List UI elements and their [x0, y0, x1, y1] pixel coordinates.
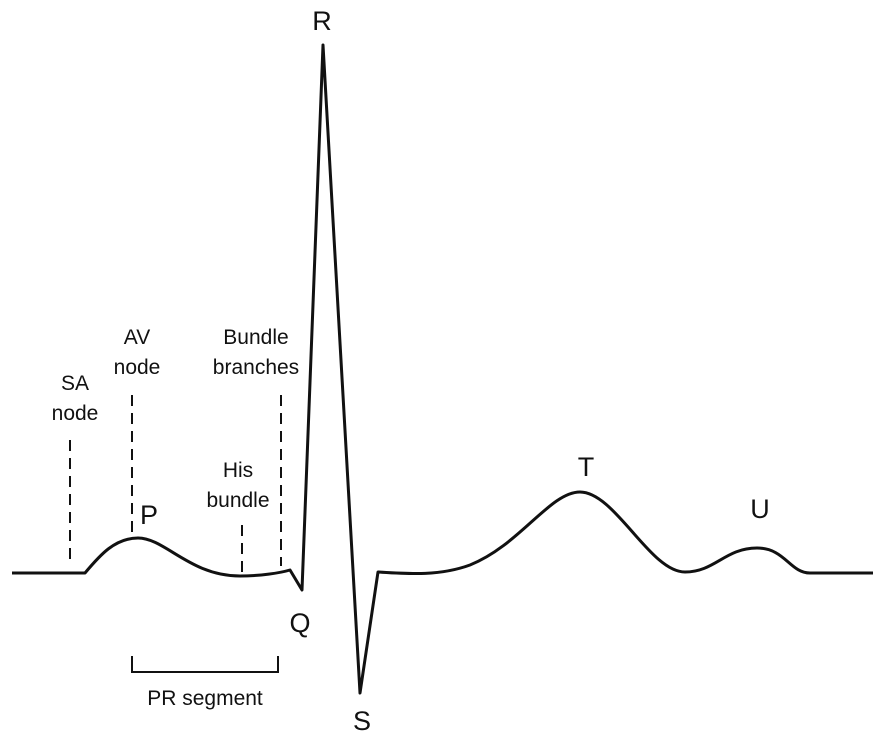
wave-label: U: [750, 494, 770, 524]
wave-label: S: [353, 706, 371, 736]
pr-bracket: [131, 656, 279, 673]
label: His: [223, 459, 253, 482]
label: node: [114, 356, 161, 379]
wave-label: T: [578, 452, 595, 482]
label: AV: [124, 326, 150, 349]
ecg-waveform: [12, 43, 873, 695]
label: SA: [61, 372, 89, 395]
label: bundle: [206, 489, 269, 512]
wave-label: Q: [289, 608, 310, 638]
label: node: [52, 402, 99, 425]
label: branches: [213, 356, 299, 379]
wave-label: P: [140, 500, 158, 530]
label: Bundle: [223, 326, 288, 349]
wave-label: R: [312, 6, 332, 36]
segment-label: PR segment: [147, 687, 263, 710]
